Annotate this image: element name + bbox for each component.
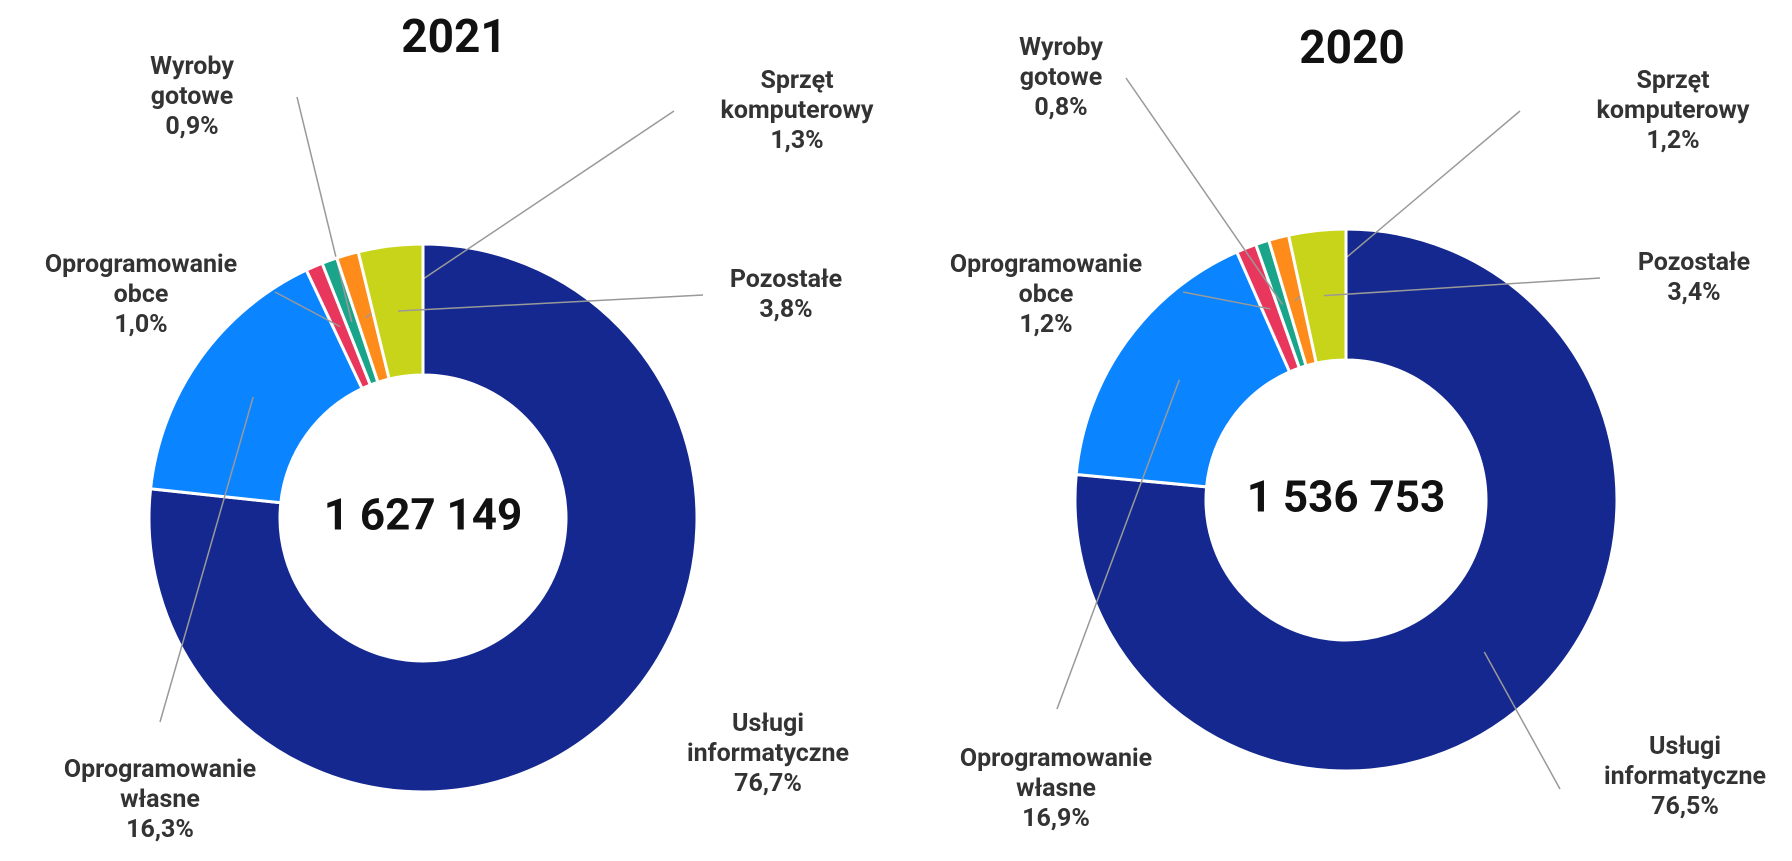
slice-name: Oprogramowanie obce xyxy=(949,250,1143,309)
slice-label: Oprogramowanie obce 1,0% xyxy=(45,250,237,340)
slice-value: 16,3% xyxy=(126,815,194,844)
leader-line xyxy=(159,396,254,723)
slice-value: 76,5% xyxy=(1651,792,1719,821)
slice-label: Oprogramowanie własne 16,9% xyxy=(960,744,1152,834)
slice-name: Usługi informatyczne xyxy=(686,709,850,768)
slice-label: Sprzęt komputerowy 1,2% xyxy=(1597,66,1750,156)
slice-label: Usługi informatyczne 76,5% xyxy=(1604,732,1766,822)
slice-name: Wyroby gotowe xyxy=(150,52,234,111)
leader-line xyxy=(1182,291,1271,310)
slice-label: Sprzęt komputerowy 1,3% xyxy=(721,66,874,156)
center-label: 1 627 149 xyxy=(324,489,523,541)
slice-value: 0,9% xyxy=(165,112,219,141)
slice-name: Sprzęt komputerowy xyxy=(720,66,874,125)
slice-label: Oprogramowanie własne 16,3% xyxy=(64,755,256,845)
leader-line xyxy=(398,294,704,312)
leader-line xyxy=(1056,379,1181,710)
slice-label: Wyroby gotowe 0,8% xyxy=(1019,33,1103,123)
leader-line xyxy=(274,291,341,328)
slice-value: 3,8% xyxy=(759,295,813,324)
slice-value: 0,8% xyxy=(1034,93,1088,122)
slice-name: Pozostałe xyxy=(729,265,843,294)
chart-title: 2020 xyxy=(1299,21,1405,75)
slice-name: Oprogramowanie własne xyxy=(959,744,1153,803)
slice-value: 3,4% xyxy=(1667,278,1721,307)
slice-value: 1,0% xyxy=(114,310,168,339)
slice-label: Usługi informatyczne 76,7% xyxy=(687,709,849,799)
leader-line xyxy=(1125,77,1284,305)
leader-line xyxy=(1324,277,1601,297)
slice-label: Oprogramowanie obce 1,2% xyxy=(950,250,1142,340)
chart-title: 2021 xyxy=(401,10,507,64)
slice-name: Oprogramowanie własne xyxy=(63,755,257,814)
slice-value: 16,9% xyxy=(1022,804,1090,833)
slice-value: 76,7% xyxy=(734,769,802,798)
slice-value: 1,3% xyxy=(770,126,824,155)
donut-slice xyxy=(147,242,699,794)
leader-line xyxy=(296,96,353,323)
donut-slice xyxy=(1073,227,1619,773)
donut-slice xyxy=(1074,249,1292,489)
slice-value: 1,2% xyxy=(1646,126,1700,155)
center-label: 1 536 753 xyxy=(1247,471,1446,523)
slice-label: Pozostałe 3,8% xyxy=(730,265,842,325)
donut-slice xyxy=(148,268,365,505)
slice-value: 1,2% xyxy=(1019,310,1073,339)
leader-line xyxy=(1483,651,1561,790)
slice-name: Pozostałe xyxy=(1637,248,1751,277)
slice-name: Wyroby gotowe xyxy=(1019,33,1103,92)
slice-name: Usługi informatyczne xyxy=(1603,732,1767,791)
slice-label: Pozostałe 3,4% xyxy=(1638,248,1750,308)
slice-name: Sprzęt komputerowy xyxy=(1596,66,1750,125)
slice-label: Wyroby gotowe 0,9% xyxy=(150,52,234,142)
slice-name: Oprogramowanie obce xyxy=(44,250,238,309)
